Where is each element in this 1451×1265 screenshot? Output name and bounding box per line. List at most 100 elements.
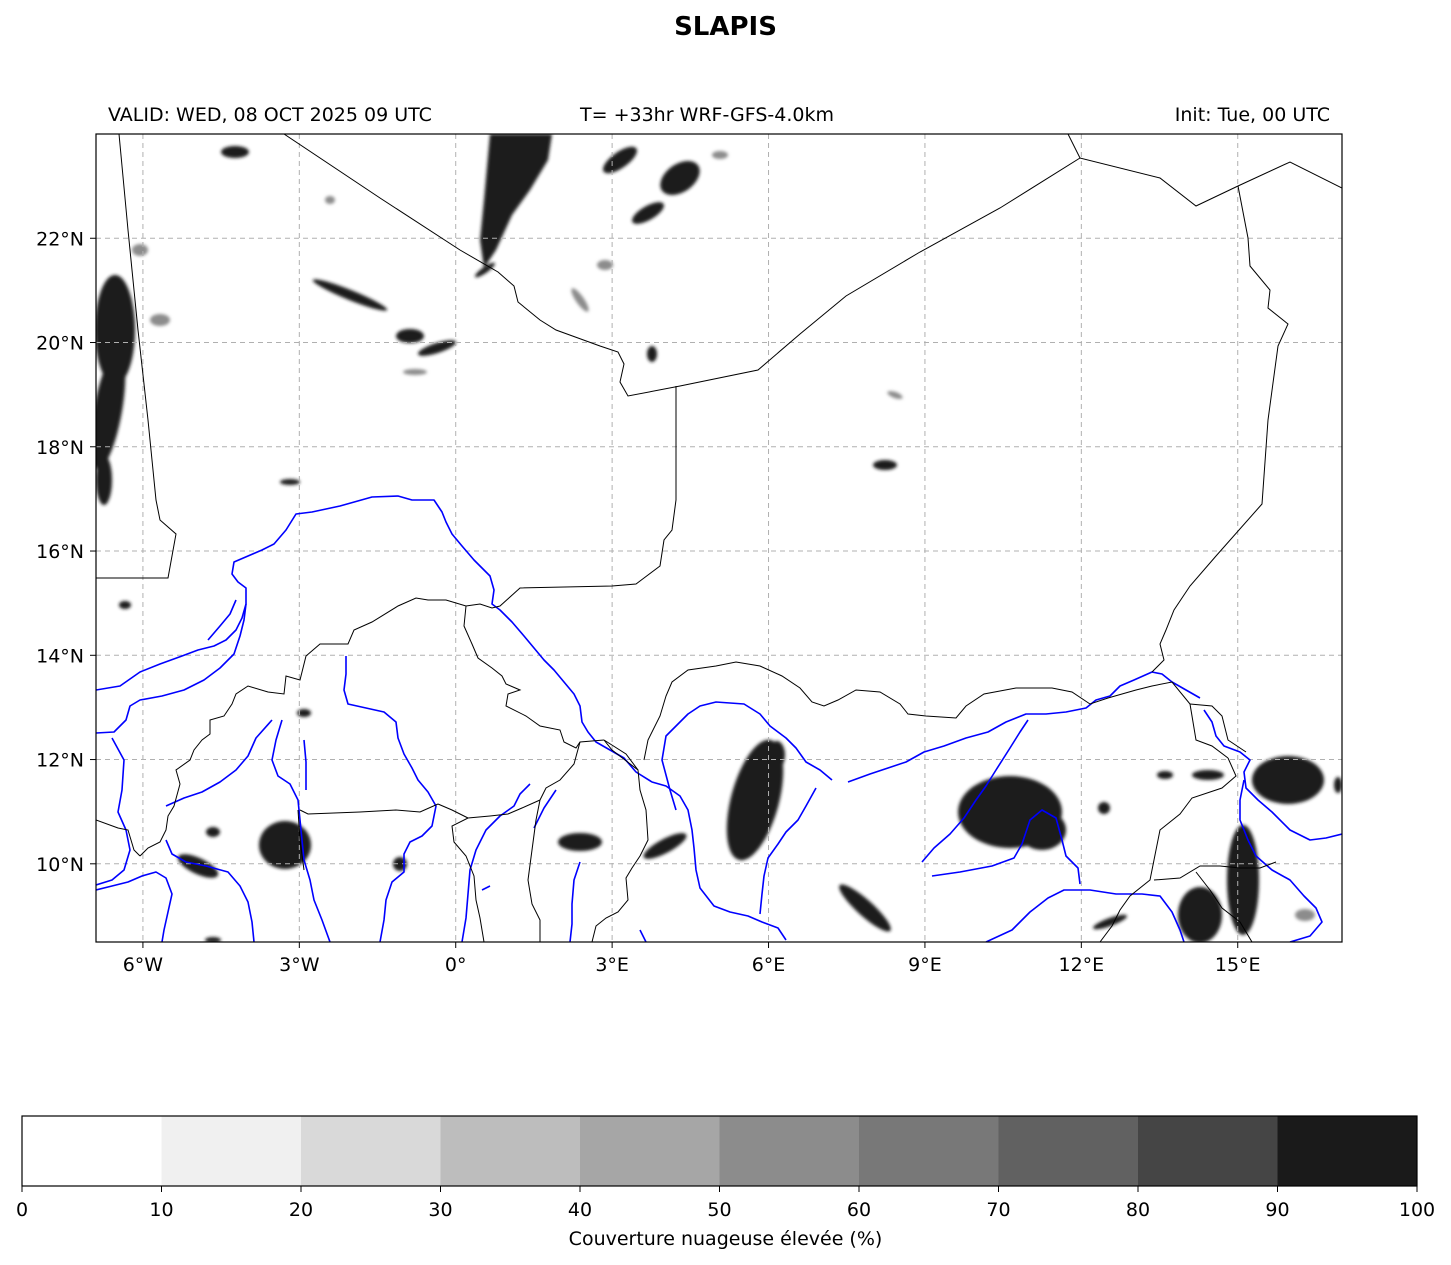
colorbar-segment [719, 1116, 860, 1186]
cloud-cell [632, 202, 664, 224]
border [437, 803, 469, 819]
cloud-cell [396, 329, 424, 343]
lon-tick-label: 12°E [1058, 954, 1104, 976]
border [139, 386, 677, 857]
cloud-cell [1192, 770, 1224, 780]
river [165, 719, 273, 807]
border [1153, 861, 1277, 881]
cloud-cell [132, 244, 148, 256]
colorbar-tick-label: 40 [568, 1199, 592, 1221]
border [539, 741, 581, 801]
cloud-cell [647, 346, 657, 362]
cloud-cell [206, 827, 220, 837]
lon-tick-label: 6°W [123, 954, 164, 976]
border [527, 799, 541, 942]
river [921, 719, 1029, 863]
cloud-cell [1227, 825, 1259, 935]
cloud-cell [96, 455, 112, 505]
cloud-cell [597, 260, 613, 270]
colorbar-tick-label: 80 [1126, 1199, 1150, 1221]
colorbar: 0 10 20 30 40 50 60 70 80 90 100 [16, 1115, 1435, 1221]
colorbar-tick-label: 0 [16, 1199, 28, 1221]
river [303, 739, 307, 790]
lat-tick-label: 22°N [36, 228, 84, 250]
border [283, 134, 1342, 397]
colorbar-segment [580, 1116, 720, 1186]
cloud-cell [726, 739, 784, 861]
cloud-cell [887, 391, 903, 399]
init-time-label: Init: Tue, 00 UTC [1174, 104, 1330, 126]
cloud-cell [312, 279, 388, 311]
map-axes: 6°W 3°W 0° 3°E 6°E 9°E 12°E 15°E 10°N 12°N 14°N 16°… [36, 228, 1260, 976]
lon-tick-label: 3°E [595, 954, 629, 976]
light-cloud-layer [132, 151, 1315, 921]
cloud-cell [96, 350, 126, 470]
valid-time-label: VALID: WED, 08 OCT 2025 09 UTC [108, 104, 432, 126]
lon-tick-label: 6°E [752, 954, 786, 976]
cloud-cell [1252, 756, 1324, 804]
border [1151, 185, 1289, 673]
rivers-layer [96, 495, 1342, 942]
cloud-cell [1295, 909, 1315, 921]
colorbar-segment [161, 1116, 302, 1186]
colorbar-tick-label: 30 [428, 1199, 452, 1221]
cloud-cell [558, 833, 602, 851]
cloud-cell [280, 479, 300, 485]
river [461, 783, 531, 942]
niger-river [96, 495, 787, 941]
map-frame [95, 133, 1343, 943]
cloud-cell [177, 854, 219, 878]
cloud-cell [643, 833, 687, 859]
border [463, 605, 605, 749]
lat-tick-label: 10°N [36, 854, 84, 876]
colorbar-tick-label: 100 [1399, 1199, 1435, 1221]
river [639, 929, 647, 942]
border [96, 819, 141, 857]
border [96, 134, 177, 579]
border [1099, 757, 1237, 942]
cloud-cell [1098, 802, 1110, 814]
cloud-cell [873, 460, 897, 470]
river [985, 889, 1185, 942]
colorbar-segment [1277, 1116, 1418, 1186]
river [96, 871, 173, 942]
map-background [96, 134, 1342, 942]
border [643, 661, 1229, 761]
border [591, 739, 649, 942]
cloud-cell [712, 151, 728, 159]
cloud-cell [1178, 887, 1222, 942]
cloud-cell [150, 314, 170, 326]
border [1195, 871, 1253, 942]
colorbar-tick-label: 70 [986, 1199, 1010, 1221]
cloud-cell [205, 937, 221, 942]
border [1067, 134, 1081, 159]
colorbar-tick-label: 10 [149, 1199, 173, 1221]
cloud-cell [96, 275, 135, 385]
colorbar-tick-label: 90 [1265, 1199, 1289, 1221]
river [569, 861, 581, 942]
river [271, 719, 331, 942]
river [1239, 779, 1323, 942]
forecast-label: T= +33hr WRF-GFS-4.0km [580, 104, 834, 126]
cloud-cell [1334, 777, 1342, 793]
benue-river [847, 671, 1201, 783]
cloud-cell [1157, 771, 1173, 779]
cloud-cell [325, 196, 335, 204]
colorbar-segment [859, 1116, 999, 1186]
colorbar-segment [22, 1116, 162, 1186]
cloud-cell [480, 134, 552, 268]
cloud-cell [660, 160, 700, 196]
lat-tick-label: 18°N [36, 437, 84, 459]
colorbar-segment [998, 1116, 1139, 1186]
colorbar-label: Couverture nuageuse élevée (%) [568, 1228, 883, 1250]
cloud-cell [1093, 914, 1127, 930]
lon-tick-label: 15°E [1215, 954, 1261, 976]
colorbar-tick-label: 20 [289, 1199, 313, 1221]
colorbar-segment [301, 1116, 441, 1186]
border [1189, 703, 1247, 753]
cloud-cell [403, 369, 427, 375]
volta-river [343, 656, 437, 942]
lat-tick-label: 16°N [36, 541, 84, 563]
river [96, 603, 247, 734]
